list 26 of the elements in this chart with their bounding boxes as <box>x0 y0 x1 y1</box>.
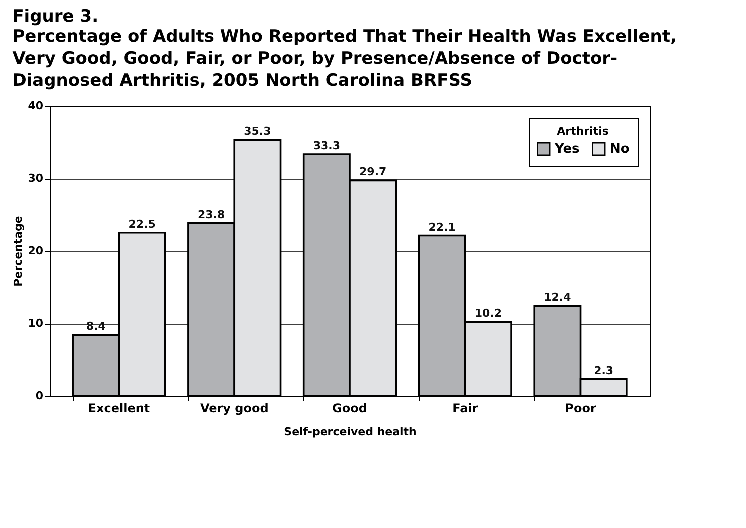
x-tick-label: Excellent <box>88 402 150 416</box>
data-label: 33.3 <box>313 140 340 153</box>
y-tick-label: 20 <box>28 244 44 258</box>
x-tick-label: Poor <box>565 402 596 416</box>
x-axis-title: Self-perceived health <box>284 426 417 438</box>
y-tick-label: 0 <box>36 390 44 402</box>
y-axis-title: Percentage <box>12 216 26 287</box>
data-label: 22.5 <box>128 218 156 231</box>
chart-subtitle: Percentage of Adults Who Reported That Their Health Was Excellent, Very Good, Good, Fair, or Poor, by Presence/Absence of Doctor- Diagnosed Arthritis, 2005 North Carolina BRFSS <box>12 27 677 91</box>
data-label: 10.2 <box>474 307 502 320</box>
legend-label: Yes <box>554 142 580 158</box>
y-tick-label: 40 <box>28 100 44 112</box>
y-tick-label: 30 <box>28 172 44 185</box>
legend-title: Arthritis <box>557 125 610 138</box>
data-label: 2.3 <box>594 364 614 378</box>
data-label: 22.1 <box>428 220 456 234</box>
chart-title: Figure 3. <box>12 7 99 27</box>
data-label: 35.3 <box>244 125 272 138</box>
y-tick-label: 10 <box>28 317 44 330</box>
data-label: 29.7 <box>360 166 387 179</box>
x-tick-label: Good <box>332 402 368 416</box>
x-tick-label: Very good <box>200 402 269 416</box>
data-label: 23.8 <box>198 208 226 222</box>
legend-label: No <box>610 142 630 158</box>
data-label: 12.4 <box>544 291 572 304</box>
x-tick-label: Fair <box>452 402 478 416</box>
